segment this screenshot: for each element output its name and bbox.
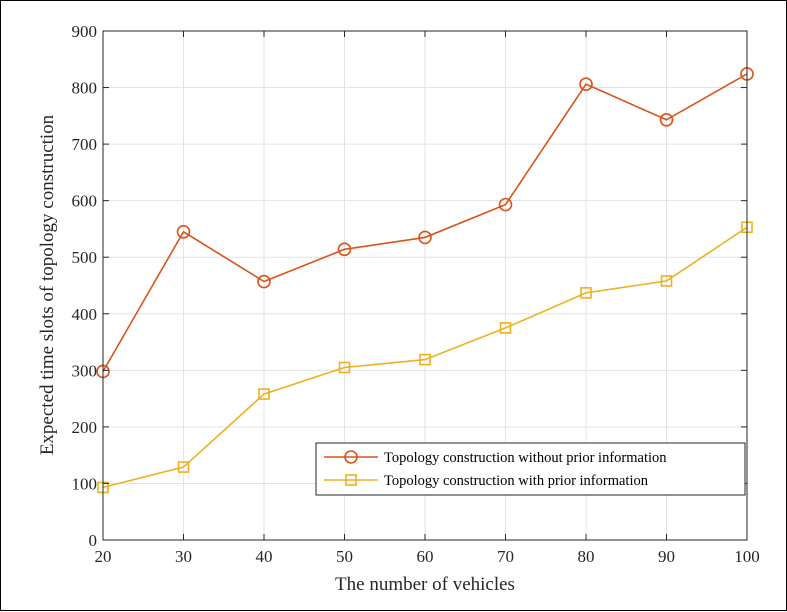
legend-marker — [345, 474, 357, 486]
data-point-marker — [257, 274, 271, 289]
data-point-marker — [418, 230, 432, 245]
x-tick-label: 40 — [256, 547, 273, 566]
y-tick-label: 800 — [72, 79, 98, 98]
series-line — [102, 73, 748, 372]
y-tick-label: 900 — [72, 22, 98, 41]
series-layer — [96, 67, 754, 494]
data-point-marker — [499, 322, 512, 334]
legend: Topology construction without prior info… — [315, 442, 746, 496]
axis-ticks: 20 30 40 50 60 70 80 90 100 0 100 200 300 400 500 600 70… — [72, 22, 760, 566]
data-point-marker — [258, 388, 270, 400]
data-point-marker — [498, 197, 513, 212]
x-tick-label: 70 — [497, 547, 514, 566]
data-point-marker — [177, 461, 190, 473]
x-tick-label: 20 — [95, 547, 112, 566]
x-tick-label: 90 — [658, 547, 675, 566]
data-point-marker — [176, 224, 191, 239]
legend-marker — [344, 450, 358, 464]
data-point-marker — [579, 77, 593, 91]
x-tick-label: 80 — [578, 547, 595, 566]
legend-box — [315, 442, 746, 496]
series-line — [102, 226, 748, 489]
data-point-marker — [419, 353, 431, 366]
legend-label: Topology construction with prior informa… — [384, 473, 649, 489]
y-tick-label: 300 — [72, 361, 98, 380]
data-point-marker — [580, 287, 592, 299]
data-point-marker — [659, 112, 674, 127]
x-axis-title: The number of vehicles — [335, 574, 515, 595]
x-tick-label: 60 — [417, 547, 434, 566]
legend-entry: Topology construction with prior informa… — [324, 473, 649, 489]
series-2 — [97, 221, 753, 494]
y-tick-label: 100 — [72, 474, 98, 493]
y-tick-label: 700 — [72, 135, 98, 154]
y-tick-label: 400 — [72, 305, 98, 324]
series-1 — [96, 67, 754, 379]
x-tick-label: 30 — [175, 547, 192, 566]
legend-label: Topology construction without prior info… — [384, 450, 667, 466]
x-tick-label: 100 — [734, 547, 760, 566]
y-tick-label: 500 — [72, 248, 98, 267]
legend-entry: Topology construction without prior info… — [324, 450, 667, 466]
y-tick-label: 600 — [72, 192, 98, 211]
data-point-marker — [338, 361, 351, 374]
data-point-marker — [660, 275, 673, 287]
x-tick-label: 50 — [336, 547, 353, 566]
y-tick-label: 0 — [89, 531, 98, 550]
y-axis-title: Expected time slots of topology construc… — [37, 114, 58, 455]
data-point-marker — [337, 242, 352, 257]
y-tick-label: 200 — [72, 418, 98, 437]
